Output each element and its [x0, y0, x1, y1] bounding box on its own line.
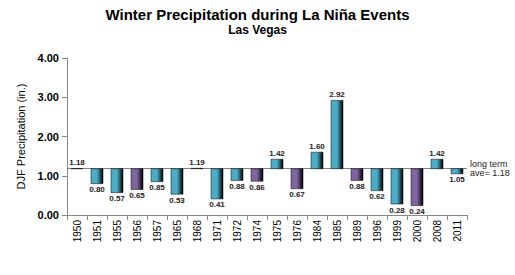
svg-text:1.00: 1.00 [38, 170, 59, 182]
svg-text:1.18: 1.18 [69, 158, 85, 167]
svg-text:1976: 1976 [292, 220, 303, 243]
svg-text:1.42: 1.42 [269, 149, 285, 158]
svg-text:1985: 1985 [332, 220, 343, 243]
svg-text:0.67: 0.67 [289, 190, 305, 199]
svg-text:0.41: 0.41 [209, 200, 225, 209]
svg-text:1965: 1965 [172, 220, 183, 243]
svg-text:1955: 1955 [112, 220, 123, 243]
svg-text:DJF Precipitation (in.): DJF Precipitation (in.) [15, 84, 27, 190]
svg-text:1971: 1971 [212, 220, 223, 243]
svg-text:2008: 2008 [432, 220, 443, 243]
svg-text:1.60: 1.60 [309, 142, 325, 151]
svg-text:2000: 2000 [412, 220, 423, 243]
svg-text:0.53: 0.53 [169, 196, 185, 205]
svg-text:1974: 1974 [252, 220, 263, 243]
svg-text:0.00: 0.00 [38, 209, 59, 221]
svg-text:2011: 2011 [452, 220, 463, 242]
svg-text:1957: 1957 [152, 220, 163, 243]
svg-text:1984: 1984 [312, 220, 323, 243]
svg-text:Winter Precipitation during La: Winter Precipitation during La Niña Even… [105, 6, 409, 23]
svg-text:1975: 1975 [272, 220, 283, 243]
svg-text:1972: 1972 [232, 220, 243, 243]
svg-text:0.88: 0.88 [349, 182, 365, 191]
svg-text:0.57: 0.57 [109, 194, 125, 203]
svg-text:1999: 1999 [392, 220, 403, 243]
svg-text:0.85: 0.85 [149, 183, 165, 192]
svg-text:2.92: 2.92 [329, 90, 345, 99]
svg-text:1.19: 1.19 [189, 158, 205, 167]
svg-text:ave= 1.18: ave= 1.18 [470, 168, 510, 178]
svg-text:1.42: 1.42 [429, 149, 445, 158]
svg-text:0.24: 0.24 [409, 207, 425, 216]
svg-text:0.28: 0.28 [389, 206, 405, 215]
svg-text:1989: 1989 [352, 220, 363, 243]
svg-text:0.86: 0.86 [249, 183, 265, 192]
svg-text:1951: 1951 [92, 220, 103, 243]
svg-text:1.05: 1.05 [449, 175, 465, 184]
svg-text:1968: 1968 [192, 220, 203, 243]
svg-text:0.88: 0.88 [229, 182, 245, 191]
svg-text:Las Vegas: Las Vegas [228, 23, 287, 37]
svg-text:3.00: 3.00 [38, 91, 59, 103]
svg-text:0.62: 0.62 [369, 192, 385, 201]
svg-text:1996: 1996 [372, 220, 383, 243]
svg-text:4.00: 4.00 [38, 52, 59, 64]
svg-text:1950: 1950 [72, 220, 83, 243]
svg-text:0.65: 0.65 [129, 191, 145, 200]
svg-text:0.80: 0.80 [89, 185, 105, 194]
svg-text:long term: long term [470, 159, 510, 170]
svg-text:1956: 1956 [132, 220, 143, 243]
svg-text:2.00: 2.00 [38, 131, 59, 143]
